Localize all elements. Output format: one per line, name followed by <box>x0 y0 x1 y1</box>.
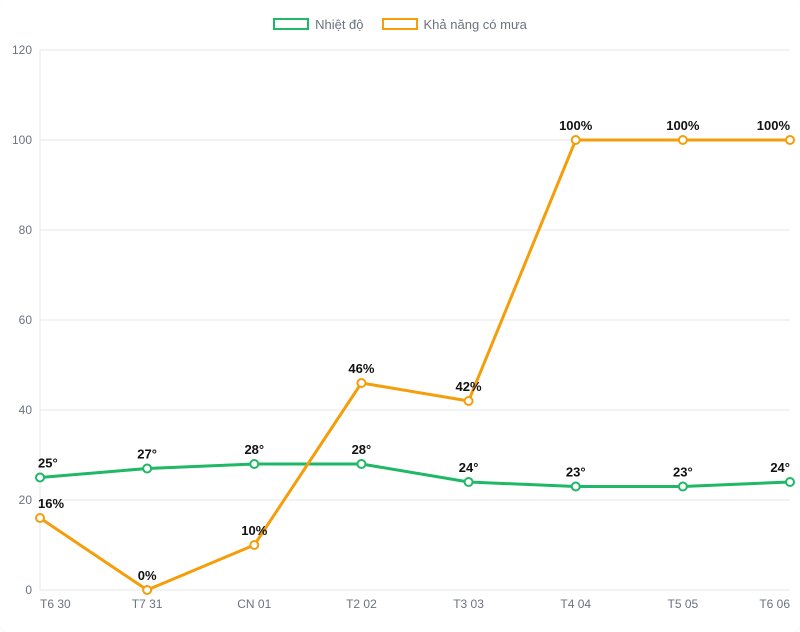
x-tick-label: T6 06 <box>759 597 790 611</box>
y-tick-label: 40 <box>19 403 33 417</box>
chart-svg: 0 20 40 60 80 100 120 T6 30 T7 31 CN 01 T2 02 T3 03… <box>0 40 800 620</box>
series-point-temp <box>36 474 44 482</box>
chart-plot: 0 20 40 60 80 100 120 T6 30 T7 31 CN 01 T2 02 T3 03… <box>0 40 800 620</box>
x-tick-label: T5 05 <box>668 597 699 611</box>
point-label-temp: 23° <box>566 465 586 480</box>
series-point-rain <box>786 136 794 144</box>
point-label-temp: 23° <box>673 465 693 480</box>
x-tick-label: T3 03 <box>453 597 484 611</box>
y-tick-label: 120 <box>12 43 32 57</box>
point-label-rain: 100% <box>559 118 593 133</box>
y-tick-label: 100 <box>12 133 32 147</box>
series-point-rain <box>465 397 473 405</box>
series-point-rain <box>143 586 151 594</box>
point-label-temp: 25° <box>38 456 58 471</box>
point-label-rain: 100% <box>666 118 700 133</box>
point-label-temp: 27° <box>137 447 157 462</box>
legend: Nhiệt độ Khả năng có mưa <box>0 0 800 38</box>
x-tick-label: CN 01 <box>237 597 271 611</box>
point-label-temp: 24° <box>770 460 790 475</box>
point-label-temp: 24° <box>459 460 479 475</box>
legend-swatch-temp <box>273 18 309 30</box>
series-point-temp <box>143 465 151 473</box>
series-point-temp <box>679 483 687 491</box>
series-point-temp <box>465 478 473 486</box>
point-label-temp: 28° <box>352 442 372 457</box>
x-tick-label: T4 04 <box>560 597 591 611</box>
series-point-rain <box>357 379 365 387</box>
x-tick-label: T6 30 <box>40 597 71 611</box>
legend-label-temp: Nhiệt độ <box>315 17 363 32</box>
series-point-rain <box>572 136 580 144</box>
point-label-rain: 16% <box>38 496 64 511</box>
y-tick-label: 80 <box>19 223 33 237</box>
series-line-rain <box>40 140 790 590</box>
series-point-rain <box>36 514 44 522</box>
chart-card: Nhiệt độ Khả năng có mưa 0 20 40 60 80 100 120… <box>0 0 800 632</box>
series-point-rain <box>250 541 258 549</box>
series-point-temp <box>357 460 365 468</box>
legend-label-rain: Khả năng có mưa <box>424 17 527 32</box>
y-tick-label: 60 <box>19 313 33 327</box>
series-point-temp <box>786 478 794 486</box>
x-tick-label: T7 31 <box>132 597 163 611</box>
legend-swatch-rain <box>382 18 418 30</box>
y-tick-label: 0 <box>25 583 32 597</box>
point-label-rain: 100% <box>757 118 791 133</box>
point-label-rain: 0% <box>138 568 157 583</box>
point-label-temp: 28° <box>244 442 264 457</box>
x-tick-label: T2 02 <box>346 597 377 611</box>
y-tick-label: 20 <box>19 493 33 507</box>
point-label-rain: 10% <box>241 523 267 538</box>
series-point-rain <box>679 136 687 144</box>
series-point-temp <box>572 483 580 491</box>
series-point-temp <box>250 460 258 468</box>
point-label-rain: 46% <box>348 361 374 376</box>
legend-item-rain[interactable]: Khả năng có mưa <box>382 17 527 32</box>
legend-item-temp[interactable]: Nhiệt độ <box>273 17 363 32</box>
point-label-rain: 42% <box>456 379 482 394</box>
